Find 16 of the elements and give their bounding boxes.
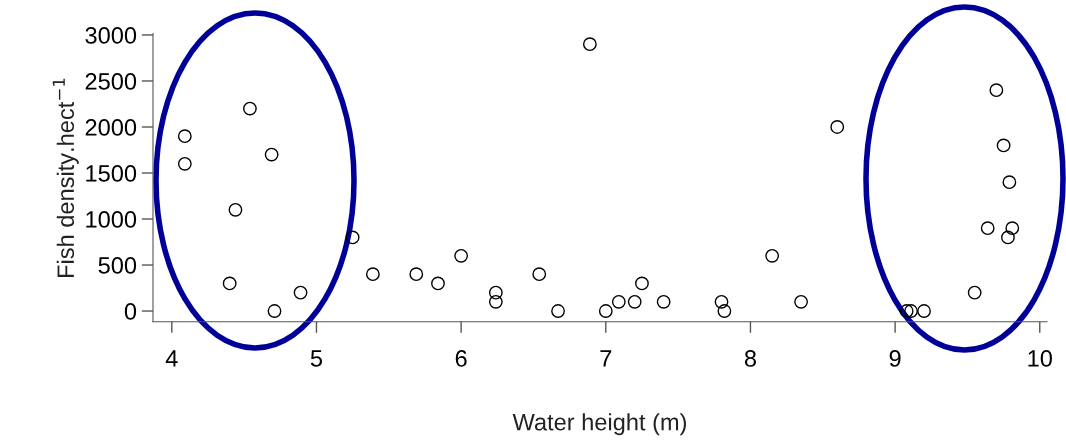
x-tick-label: 5 (310, 350, 323, 367)
y-tick-label: 500 (98, 257, 137, 274)
y-tick-label: 2000 (85, 119, 137, 136)
x-tick-label: 6 (455, 350, 467, 367)
y-axis-title: Fish density.hect$^{−1}$ (52, 78, 79, 277)
y-tick-label: 1500 (86, 165, 137, 182)
y-tick-label: 1000 (86, 211, 137, 228)
x-tick-label: 7 (600, 350, 612, 367)
x-tick-label: 10 (1028, 350, 1052, 367)
y-tick-label: 0 (124, 303, 137, 320)
x-tick-label: 4 (165, 350, 178, 367)
x-tick-label: 8 (744, 350, 756, 367)
y-tick-label: 2500 (85, 73, 137, 90)
y-tick-label: 3000 (85, 27, 137, 44)
x-axis-title: Water height (m) (512, 413, 687, 436)
x-tick-label: 9 (889, 350, 901, 367)
